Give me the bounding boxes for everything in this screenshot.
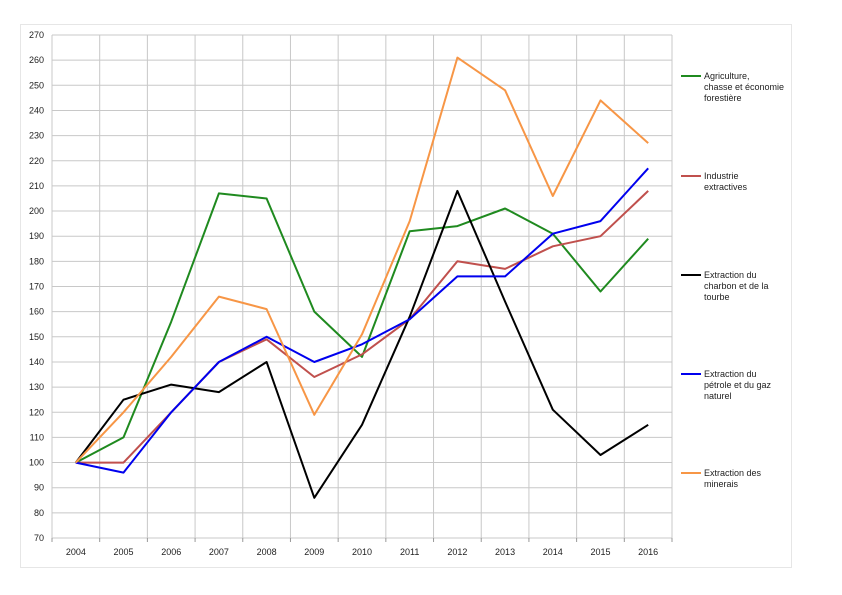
- x-tick-label: 2005: [114, 547, 134, 557]
- legend: Agriculture,chasse et économieforestière…: [681, 71, 784, 489]
- x-tick-label: 2010: [352, 547, 372, 557]
- legend-label: naturel: [704, 391, 732, 401]
- y-tick-label: 210: [29, 181, 44, 191]
- legend-label: Extraction du: [704, 369, 757, 379]
- x-tick-label: 2014: [543, 547, 563, 557]
- x-tick-label: 2008: [257, 547, 277, 557]
- x-tick-label: 2006: [161, 547, 181, 557]
- legend-label: Extraction des: [704, 468, 762, 478]
- y-tick-label: 200: [29, 206, 44, 216]
- legend-label: minerais: [704, 479, 739, 489]
- series-lines: [75, 56, 649, 499]
- y-tick-label: 180: [29, 256, 44, 266]
- y-tick-label: 70: [34, 533, 44, 543]
- legend-label: extractives: [704, 182, 748, 192]
- chart-frame: [20, 24, 792, 568]
- legend-label: chasse et économie: [704, 82, 784, 92]
- y-tick-label: 220: [29, 156, 44, 166]
- y-tick-label: 230: [29, 131, 44, 141]
- y-tick-label: 250: [29, 80, 44, 90]
- y-tick-label: 170: [29, 282, 44, 292]
- y-axis-ticks: 70 80 90 100 110 120 130 140 150 160 170 180 190 200 2…: [29, 30, 44, 543]
- y-tick-label: 110: [30, 432, 44, 442]
- x-tick-label: 2016: [638, 547, 658, 557]
- y-tick-label: 120: [29, 407, 44, 417]
- legend-label: Agriculture,: [704, 71, 750, 81]
- y-tick-label: 260: [29, 55, 44, 65]
- y-tick-label: 160: [29, 307, 44, 317]
- y-tick-label: 240: [29, 105, 44, 115]
- y-tick-label: 80: [34, 508, 44, 518]
- y-tick-label: 150: [29, 332, 44, 342]
- y-tick-label: 190: [29, 231, 44, 241]
- y-tick-label: 90: [34, 483, 44, 493]
- legend-label: forestière: [704, 93, 742, 103]
- x-tick-label: 2004: [66, 547, 86, 557]
- x-tick-label: 2011: [400, 547, 419, 557]
- x-tick-label: 2009: [304, 547, 324, 557]
- y-tick-label: 140: [29, 357, 44, 367]
- y-tick-label: 270: [29, 30, 44, 40]
- x-tick-label: 2015: [590, 547, 610, 557]
- grid: [51, 34, 673, 542]
- x-axis-ticks: 2004 2005 2006 2007 2008 2009 2010 2011 2012 2013…: [66, 547, 658, 557]
- legend-label: tourbe: [704, 292, 730, 302]
- legend-label: charbon et de la: [704, 281, 769, 291]
- legend-label: Extraction du: [704, 270, 757, 280]
- y-tick-label: 130: [29, 382, 44, 392]
- x-tick-label: 2013: [495, 547, 515, 557]
- y-tick-label: 100: [29, 458, 44, 468]
- legend-label: Industrie: [704, 171, 739, 181]
- series-line-3: [75, 189, 649, 499]
- legend-label: pétrole et du gaz: [704, 380, 772, 390]
- series-line-4: [75, 167, 649, 474]
- x-tick-label: 2007: [209, 547, 229, 557]
- x-tick-label: 2012: [447, 547, 467, 557]
- series-line-5: [75, 56, 649, 464]
